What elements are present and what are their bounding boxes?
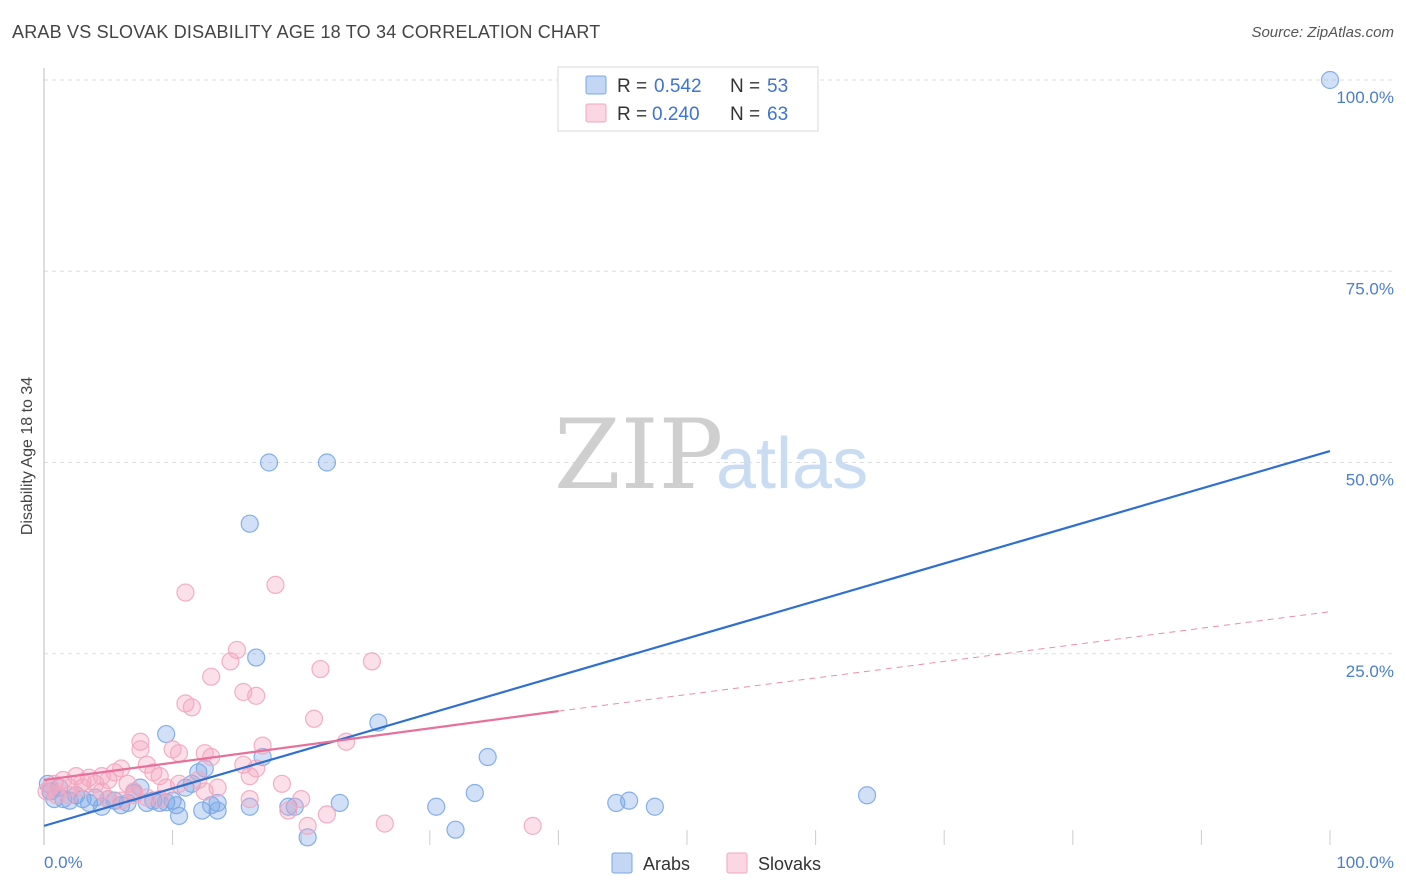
slovaks-point [202,667,221,686]
arabs-point [195,759,214,778]
arabs-point [208,801,227,820]
slovaks-n-value: 63 [767,104,788,125]
y-tick-label: 50.0% [1346,471,1394,490]
arabs-n-label: N = [730,76,760,97]
slovaks-point [311,659,330,679]
arabs-point [478,747,497,767]
slovaks-point [523,816,542,835]
slovaks-point [60,786,79,805]
y-tick-label: 25.0% [1346,662,1394,681]
arabs-point [193,801,212,820]
slovaks-point [131,740,150,759]
arabs-n-value: 53 [767,76,788,97]
arabs-point [1320,70,1340,90]
arabs-point [247,648,266,667]
arabs-point [240,514,259,533]
arabs-trend-line [43,449,1331,827]
arabs-point [857,786,877,805]
arabs-point [446,820,465,839]
slovaks-point [182,698,201,717]
watermark-zip: ZIP [554,399,723,511]
x-tick-label-min: 0.0% [44,853,83,872]
scatter-points [37,70,1340,847]
slovaks-point [375,814,394,833]
arabs-point [317,453,337,472]
slovaks-swatch [585,103,607,123]
arabs-point [157,724,176,744]
trend-lines [43,449,1331,827]
slovaks-point [304,709,324,728]
arabs-legend-swatch [611,852,633,874]
y-tick-label: 100.0% [1336,88,1394,107]
slovaks-legend-swatch [726,852,748,874]
x-tick-label-max: 100.0% [1336,853,1394,872]
slovaks-point [150,767,169,786]
slovaks-point [292,789,311,809]
arabs-point [259,453,279,472]
slovaks-point [221,652,240,671]
chart-title: ARAB VS SLOVAK DISABILITY AGE 18 TO 34 C… [12,22,601,42]
watermark: ZIP atlas [554,399,868,511]
slovaks-trend-line [43,710,559,782]
arabs-point [427,797,446,816]
arabs-r-label: R = [617,76,647,97]
slovaks-point [169,744,189,763]
y-tick-label: 75.0% [1346,279,1394,298]
slovaks-r-value: 0.240 [652,104,700,125]
arabs-r-value: 0.542 [654,76,702,97]
slovaks-point [272,774,292,793]
stats-legend: R = 0.542 N = 53 R = 0.240 N = 63 [557,66,819,132]
arabs-point [465,783,484,803]
arabs-point [208,793,227,813]
slovaks-legend-label: Slovaks [758,854,821,874]
slovaks-trend-extension [558,611,1331,712]
watermark-atlas: atlas [716,424,868,504]
stats-legend-box [557,66,819,132]
slovaks-r-label: R = [617,104,647,125]
slovaks-point [279,801,298,820]
tick-labels: 100.0% 75.0% 50.0% 25.0% 0.0% 100.0% [44,88,1394,872]
slovaks-point [266,575,285,595]
arabs-point [167,796,186,815]
slovaks-points [37,575,542,835]
slovaks-point [176,583,195,602]
arabs-legend-label: Arabs [643,854,690,874]
arabs-point [240,797,259,816]
slovaks-point [208,778,227,797]
arabs-point [330,793,349,813]
source-label: Source: ZipAtlas.com [1251,24,1394,41]
slovaks-point [131,732,150,751]
slovaks-point [362,652,382,671]
arabs-swatch [585,75,607,95]
arabs-point [645,797,664,816]
slovaks-point [317,805,337,824]
series-legend: Arabs Slovaks [611,852,821,874]
arabs-point [620,791,639,810]
slovaks-point [240,789,259,809]
slovaks-point [298,816,317,835]
arabs-point [169,806,189,826]
slovaks-point [247,686,266,705]
slovaks-point [227,640,246,660]
slovaks-n-label: N = [730,104,760,125]
